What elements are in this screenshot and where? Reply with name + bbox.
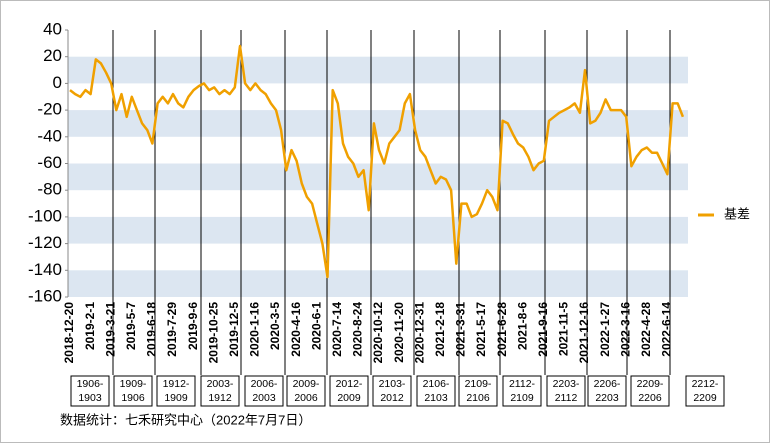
contract-label: 1906-	[77, 378, 104, 390]
y-tick-label: -120	[28, 233, 62, 252]
y-tick-label: -20	[37, 100, 62, 119]
contract-box	[372, 375, 412, 407]
contract-label: 2112-	[509, 378, 536, 390]
x-tick-label: 2020-4-16	[289, 302, 303, 357]
x-tick-label: 2019-9-6	[186, 302, 200, 350]
x-tick-label: 2021-2-18	[433, 302, 447, 357]
x-tick-label: 2021-8-6	[515, 302, 529, 350]
x-tick-label: 2022-6-14	[660, 302, 674, 357]
x-tick-label: 2020-12-31	[412, 302, 426, 364]
contract-label: 2012-	[336, 378, 363, 390]
contract-box	[286, 375, 326, 407]
x-tick-label: 2022-3-16	[618, 302, 632, 357]
background-band	[68, 163, 688, 191]
x-tick-label: 2021-9-16	[536, 302, 550, 357]
contract-box	[329, 375, 369, 407]
contract-box	[546, 375, 586, 407]
contract-label: 2206-	[594, 378, 621, 390]
x-tick-label: 2022-4-28	[639, 302, 653, 357]
contract-label: 2103	[424, 392, 448, 404]
x-tick-label: 2019-5-7	[124, 302, 138, 350]
y-tick-label: 0	[53, 73, 62, 92]
x-tick-label: 2021-3-31	[454, 302, 468, 357]
contract-label: 1903	[78, 392, 102, 404]
contract-label: 2103-	[379, 378, 406, 390]
legend-label: 基差	[724, 206, 750, 221]
x-tick-label: 2020-10-12	[371, 302, 385, 364]
contract-label: 2203-	[553, 378, 580, 390]
contract-label: 2009-	[293, 378, 320, 390]
data-line	[69, 44, 685, 279]
contract-label: 2212-	[692, 378, 719, 390]
contract-label: 2109-	[465, 378, 492, 390]
contract-label: 1909-	[120, 378, 147, 390]
contract-label: 2203	[595, 392, 619, 404]
contract-label: 1906	[121, 392, 145, 404]
y-tick-label: -100	[28, 206, 62, 225]
contract-box	[244, 375, 284, 407]
y-tick-label: -80	[37, 180, 62, 199]
y-tick-label: 40	[43, 19, 62, 38]
x-tick-label: 2021-6-28	[495, 302, 509, 357]
contract-label: 2106	[466, 392, 490, 404]
contract-box	[502, 375, 542, 407]
source-note: 数据统计：七禾研究中心（2022年7月7日）	[60, 412, 311, 427]
y-tick-label: -60	[37, 153, 62, 172]
background-band	[68, 270, 688, 297]
x-tick-label: 2021-12-16	[577, 302, 591, 364]
contract-box	[70, 375, 110, 407]
x-tick-label: 2019-3-21	[103, 302, 117, 357]
y-tick-label: -160	[28, 286, 62, 305]
contract-label: 2106-	[423, 378, 450, 390]
y-tick-label: -40	[37, 126, 62, 145]
contract-box	[587, 375, 627, 407]
x-tick-label: 2021-11-5	[557, 302, 571, 356]
x-tick-label: 2019-12-5	[227, 302, 241, 357]
contract-box	[200, 375, 240, 407]
x-tick-label: 2022-1-27	[598, 302, 612, 357]
contract-box	[156, 375, 196, 407]
x-tick-label: 2020-3-5	[268, 302, 282, 350]
contract-box	[685, 375, 725, 407]
x-tick-label: 2019-7-29	[165, 302, 179, 357]
contract-label: 1912-	[163, 378, 190, 390]
contract-label: 2003	[252, 392, 276, 404]
x-tick-label: 2020-11-20	[392, 302, 406, 363]
x-tick-label: 2019-2-1	[83, 302, 97, 350]
x-tick-label: 2019-10-25	[206, 302, 220, 364]
x-tick-label: 2020-6-1	[309, 302, 323, 350]
y-tick-label: -140	[28, 260, 62, 279]
x-tick-label: 2021-5-17	[474, 302, 488, 357]
contract-label: 1909	[164, 392, 188, 404]
contract-box	[113, 375, 153, 407]
contract-label: 2003-	[207, 378, 234, 390]
x-tick-label: 2019-6-18	[145, 302, 159, 357]
contract-label: 2009	[337, 392, 361, 404]
x-tick-label: 2018-12-20	[62, 302, 76, 364]
contract-label: 2209-	[637, 378, 664, 390]
background-band	[68, 216, 688, 244]
contract-label: 1912	[208, 392, 232, 404]
background-band	[68, 56, 688, 84]
contract-label: 2006-	[251, 378, 278, 390]
contract-label: 2006	[294, 392, 318, 404]
contract-label: 2206	[638, 392, 662, 404]
contract-label: 2112	[555, 392, 578, 404]
contract-label: 2209	[693, 392, 717, 404]
x-tick-label: 2020-8-24	[351, 302, 365, 357]
contract-label: 2109	[510, 392, 534, 404]
x-tick-label: 2020-7-14	[330, 302, 344, 357]
y-tick-label: 20	[43, 46, 62, 65]
background-band	[68, 110, 688, 137]
contract-box	[630, 375, 670, 407]
contract-box	[416, 375, 456, 407]
contract-label: 2012	[380, 392, 404, 404]
x-tick-label: 2020-1-16	[248, 302, 262, 357]
contract-box	[458, 375, 498, 407]
